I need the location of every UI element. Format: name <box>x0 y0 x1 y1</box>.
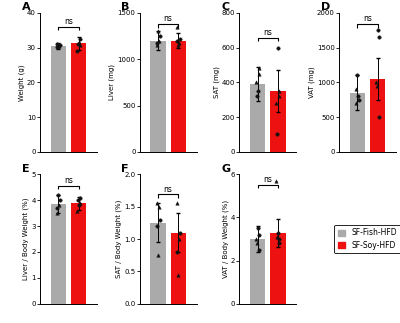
Bar <box>170 41 186 152</box>
Text: A: A <box>22 2 30 12</box>
Bar <box>270 91 286 152</box>
Y-axis label: VAT (mg): VAT (mg) <box>308 67 315 98</box>
Y-axis label: Weight (g): Weight (g) <box>18 64 25 101</box>
Text: D: D <box>321 2 330 12</box>
Text: ns: ns <box>264 28 272 37</box>
Text: ns: ns <box>164 14 172 23</box>
Bar <box>150 41 166 152</box>
Text: ns: ns <box>64 176 73 185</box>
Bar <box>170 233 186 304</box>
Text: E: E <box>22 164 29 174</box>
Legend: SF-Fish-HFD, SF-Soy-HFD: SF-Fish-HFD, SF-Soy-HFD <box>334 225 400 253</box>
Bar <box>270 233 286 304</box>
Bar <box>71 203 86 304</box>
Text: ns: ns <box>64 17 73 26</box>
Y-axis label: VAT / Body Weight (%): VAT / Body Weight (%) <box>222 200 229 278</box>
Bar <box>150 223 166 304</box>
Y-axis label: SAT / Body Weight (%): SAT / Body Weight (%) <box>116 200 122 278</box>
Bar <box>250 84 266 152</box>
Text: ns: ns <box>264 175 272 184</box>
Text: C: C <box>221 2 229 12</box>
Text: G: G <box>221 164 230 174</box>
Y-axis label: SAT (mg): SAT (mg) <box>213 67 220 98</box>
Text: B: B <box>122 2 130 12</box>
Bar <box>51 204 66 304</box>
Text: ns: ns <box>363 14 372 23</box>
Bar <box>370 79 385 152</box>
Bar <box>51 46 66 152</box>
Bar <box>71 44 86 152</box>
Bar <box>350 93 365 152</box>
Bar <box>250 239 266 304</box>
Text: ns: ns <box>164 185 172 194</box>
Y-axis label: Liver (mg): Liver (mg) <box>109 64 116 100</box>
Y-axis label: Liver / Body Weight (%): Liver / Body Weight (%) <box>23 198 29 280</box>
Text: F: F <box>122 164 129 174</box>
